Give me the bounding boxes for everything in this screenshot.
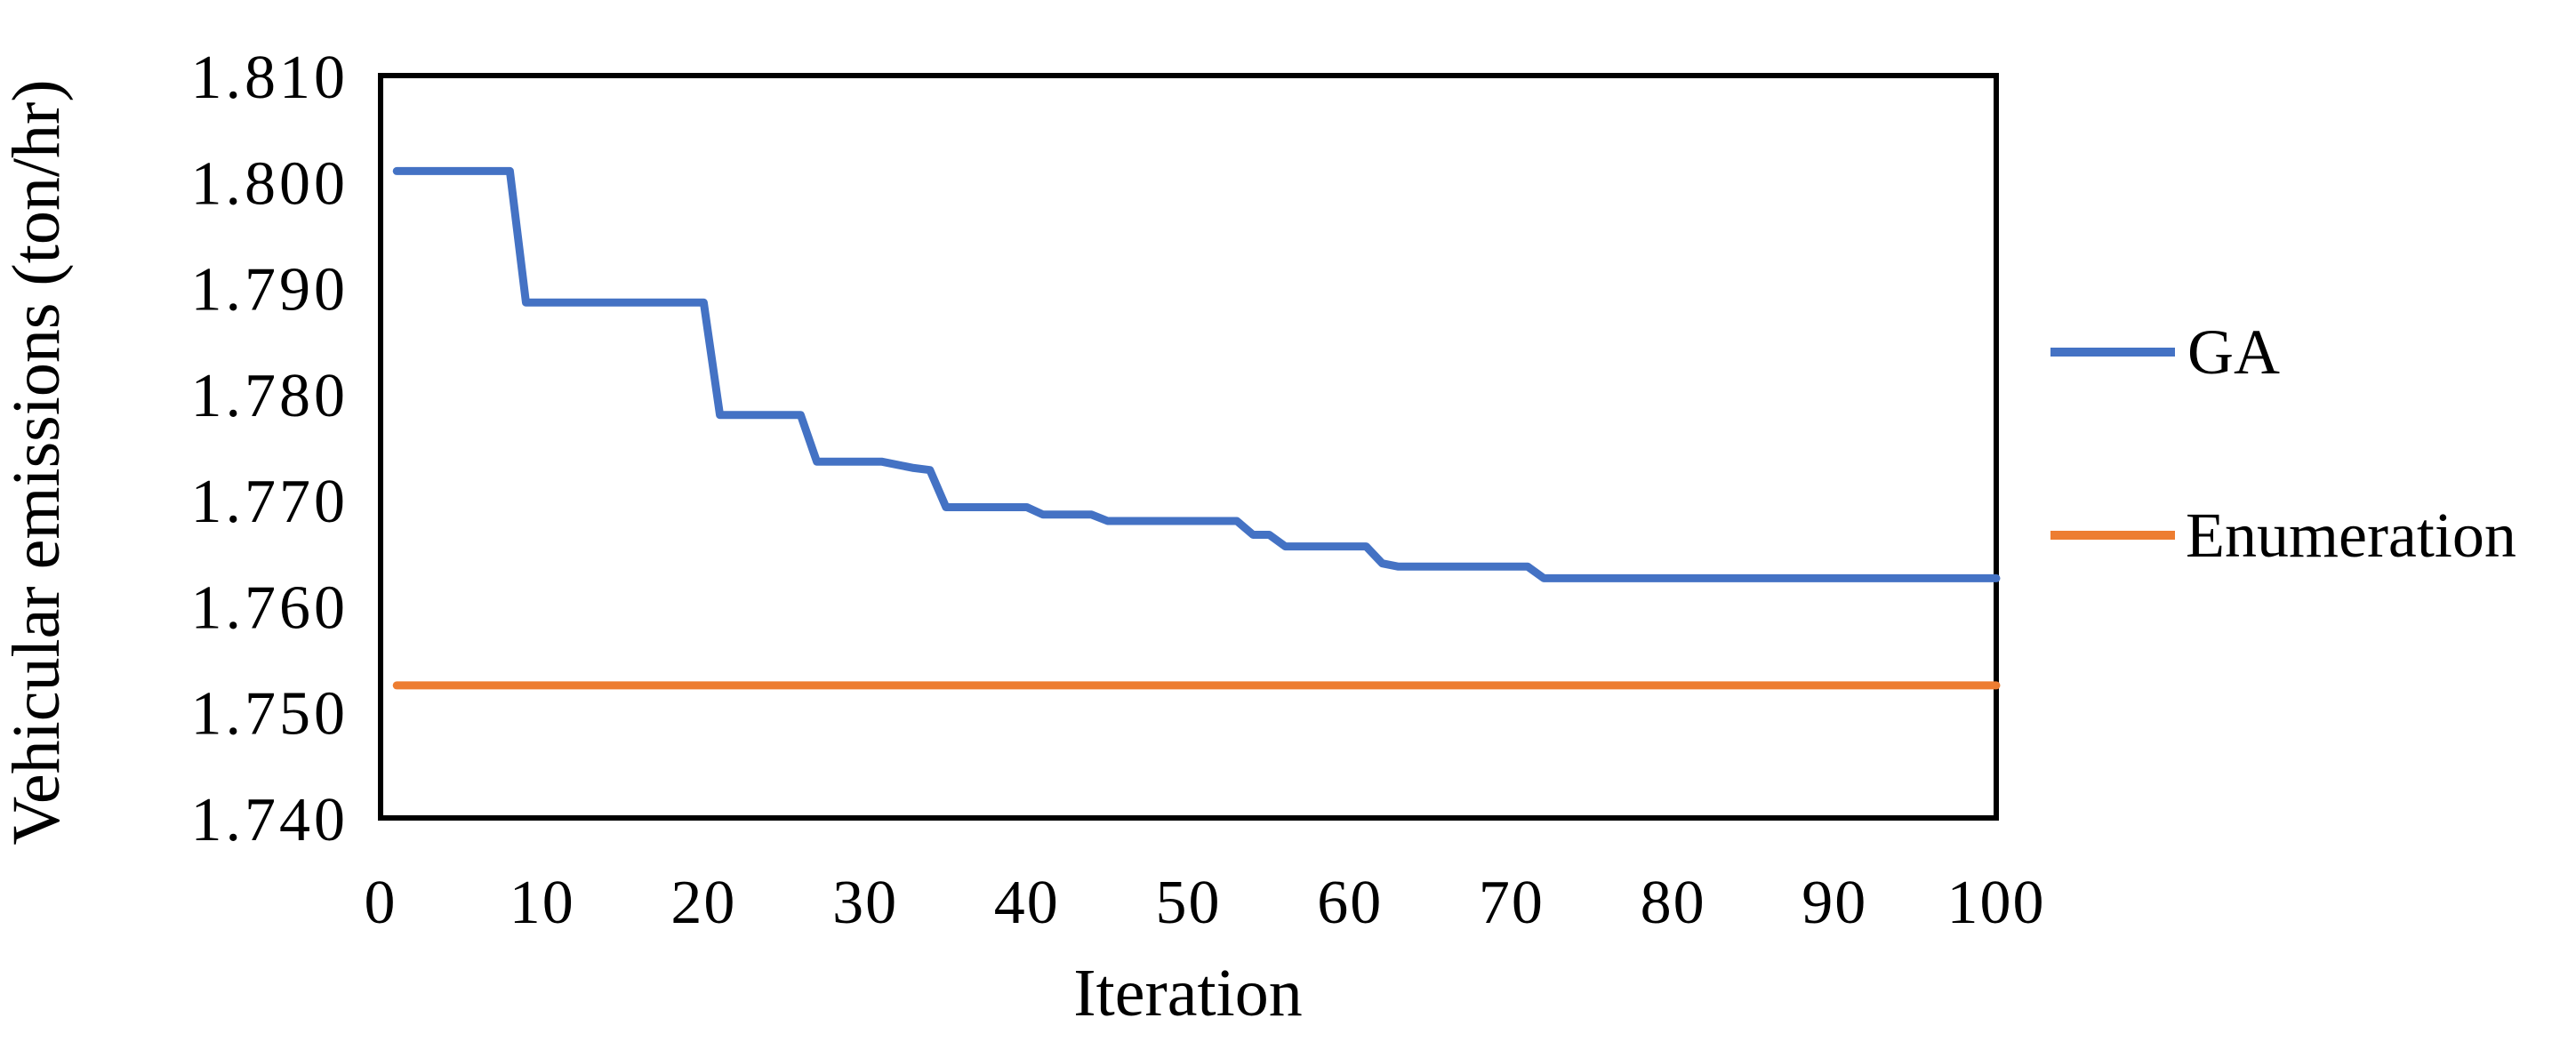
y-tick-label: 1.780: [191, 362, 349, 430]
x-tick-label: 0: [365, 869, 397, 937]
y-tick-label: 1.740: [191, 786, 349, 854]
legend-label-enumeration: Enumeration: [2186, 500, 2516, 571]
y-tick-label: 1.800: [191, 149, 349, 218]
x-tick-label: 60: [1317, 869, 1383, 937]
y-axis-title: Vehicular emissions (ton/hr): [0, 79, 74, 845]
y-tick-label: 1.810: [191, 44, 349, 112]
x-tick-label: 70: [1479, 869, 1545, 937]
y-tick-label: 1.770: [191, 468, 349, 536]
series-line-ga: [392, 166, 2001, 582]
y-axis-tick-labels: 1.740 1.750 1.760 1.770 1.780 1.790 1.800 1.810: [191, 44, 349, 854]
x-tick-label: 100: [1947, 869, 2046, 937]
y-tick-label: 1.760: [191, 573, 349, 642]
plot-area-border: [378, 73, 1999, 821]
x-axis-title: Iteration: [1073, 956, 1302, 1030]
x-tick-label: 20: [670, 869, 736, 937]
x-tick-label: 40: [994, 869, 1060, 937]
x-tick-label: 80: [1641, 869, 1706, 937]
y-tick-label: 1.790: [191, 256, 349, 325]
x-tick-label: 90: [1802, 869, 1867, 937]
legend-label-ga: GA: [2187, 317, 2280, 388]
y-tick-label: 1.750: [191, 680, 349, 749]
x-tick-label: 30: [832, 869, 898, 937]
x-tick-label: 10: [510, 869, 575, 937]
x-axis-tick-labels: 0 10 20 30 40 50 60 70 80 90 100: [365, 869, 2046, 937]
data-series: [392, 166, 2001, 690]
x-tick-label: 50: [1156, 869, 1222, 937]
legend: GA Enumeration: [2050, 317, 2516, 571]
